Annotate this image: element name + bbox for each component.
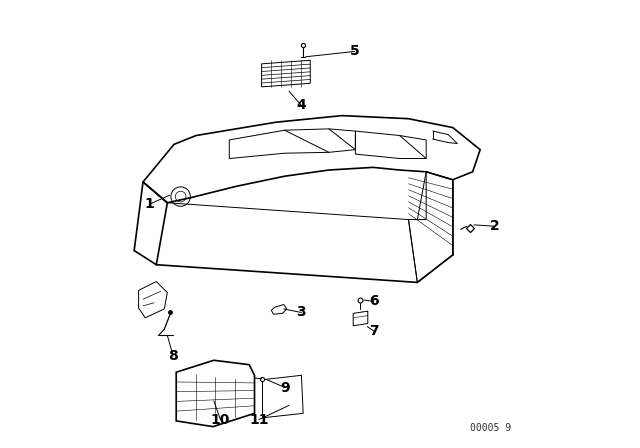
Text: 1: 1 [145,197,154,211]
Text: 5: 5 [349,44,360,58]
Text: 7: 7 [369,324,379,338]
Text: 3: 3 [296,306,306,319]
Text: 4: 4 [296,99,307,112]
Text: 2: 2 [490,219,500,233]
Text: 00005 9: 00005 9 [470,423,511,433]
Text: 9: 9 [281,381,291,395]
Text: 10: 10 [211,413,230,426]
Text: 6: 6 [369,294,379,308]
Text: 11: 11 [249,413,269,426]
Text: 8: 8 [168,349,178,363]
